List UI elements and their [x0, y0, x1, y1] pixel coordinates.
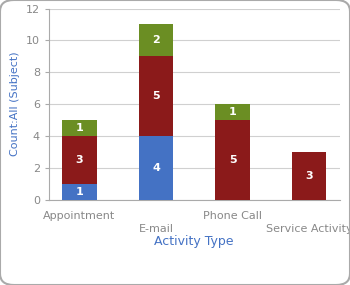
X-axis label: Activity Type: Activity Type	[154, 235, 234, 248]
Text: 4: 4	[152, 163, 160, 173]
Text: 1: 1	[76, 123, 83, 133]
Text: E-mail: E-mail	[139, 224, 174, 234]
Text: 3: 3	[76, 155, 83, 165]
Bar	[215, 104, 250, 120]
Bar	[139, 136, 173, 200]
Text: Service Activity: Service Activity	[266, 224, 350, 234]
Bar	[139, 25, 173, 56]
Text: 1: 1	[229, 107, 236, 117]
Text: Phone Call: Phone Call	[203, 211, 262, 221]
Text: 5: 5	[152, 91, 160, 101]
Bar	[139, 56, 173, 136]
Text: 1: 1	[76, 187, 83, 197]
Bar	[62, 184, 97, 199]
Bar	[62, 136, 97, 184]
Y-axis label: Count:All (Subject): Count:All (Subject)	[10, 52, 20, 156]
Text: 5: 5	[229, 155, 236, 165]
Bar	[62, 120, 97, 136]
Text: 2: 2	[152, 35, 160, 45]
Bar	[292, 152, 326, 200]
Text: Appointment: Appointment	[43, 211, 116, 221]
Text: 3: 3	[305, 171, 313, 181]
Bar	[215, 120, 250, 200]
